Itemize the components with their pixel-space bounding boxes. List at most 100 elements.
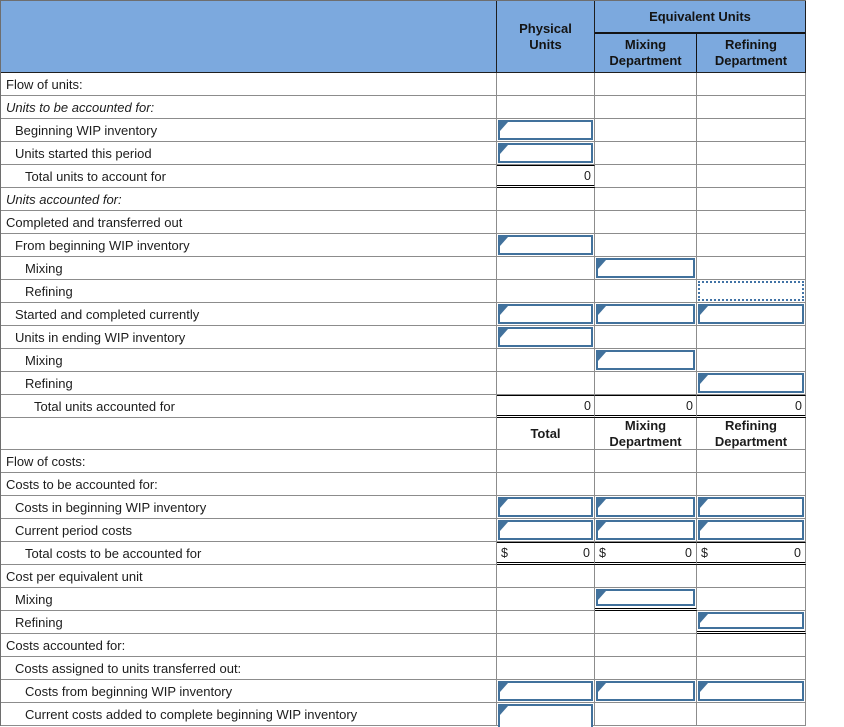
header-mixing-label: Mixing Department bbox=[609, 418, 682, 449]
header-equivalent-units-subrow: Mixing Department Refining Department bbox=[595, 34, 805, 72]
total-value: 0 bbox=[583, 545, 590, 560]
cell-refining bbox=[697, 519, 806, 542]
cell-mixing bbox=[595, 496, 697, 519]
header-mixing-department-2: Mixing Department bbox=[595, 418, 697, 451]
cell-refining bbox=[697, 303, 806, 326]
empty-cell bbox=[697, 703, 806, 726]
input-started-completed-mixing[interactable] bbox=[596, 304, 695, 324]
table-row: Costs to be accounted for: bbox=[1, 473, 806, 496]
cell-physical bbox=[497, 119, 595, 142]
empty-cell bbox=[595, 119, 697, 142]
table-row: Started and completed currently bbox=[1, 303, 806, 326]
input-current-costs-added-total[interactable] bbox=[498, 704, 593, 727]
cell-marker-icon bbox=[500, 306, 508, 315]
header-physical-units: Physical Units bbox=[497, 1, 595, 73]
cell-physical bbox=[497, 142, 595, 165]
table-row: Units to be accounted for: bbox=[1, 96, 806, 119]
header-equivalent-units: Equivalent Units bbox=[595, 1, 805, 34]
input-cto-refining-refining[interactable] bbox=[698, 281, 804, 301]
input-ending-mixing-mixing[interactable] bbox=[596, 350, 695, 370]
input-started-completed-refining[interactable] bbox=[698, 304, 804, 324]
table-row: Cost per equivalent unit bbox=[1, 565, 806, 588]
table-row: Mixing bbox=[1, 349, 806, 372]
table-row: Total units to account for 0 bbox=[1, 165, 806, 188]
input-ending-wip-physical[interactable] bbox=[498, 327, 593, 347]
table-row: Mixing bbox=[1, 257, 806, 280]
empty-cell bbox=[697, 142, 806, 165]
empty-cell bbox=[697, 257, 806, 280]
row-label-flow-of-costs: Flow of costs: bbox=[1, 450, 497, 473]
table-row: Current costs added to complete beginnin… bbox=[1, 703, 806, 727]
empty-cell bbox=[697, 588, 806, 611]
header-refining-department-2: Refining Department bbox=[697, 418, 806, 451]
table-row: Costs in beginning WIP inventory bbox=[1, 496, 806, 519]
cell-marker-icon bbox=[598, 499, 606, 508]
cell-marker-icon bbox=[598, 591, 606, 600]
row-label-started-completed: Started and completed currently bbox=[1, 303, 497, 326]
empty-cell bbox=[697, 96, 806, 119]
currency-symbol: $ bbox=[501, 545, 508, 560]
total-value: 0 bbox=[584, 168, 591, 183]
input-costs-beginning-wip-refining[interactable] bbox=[698, 497, 804, 517]
currency-symbol: $ bbox=[701, 545, 708, 560]
input-costs-beginning-wip-total[interactable] bbox=[498, 497, 593, 517]
cell-marker-icon bbox=[598, 260, 606, 269]
total-costs-mixing-value: $0 bbox=[595, 542, 697, 565]
table-row: Flow of costs: bbox=[1, 450, 806, 473]
table-row: Costs accounted for: bbox=[1, 634, 806, 657]
empty-cell bbox=[697, 165, 806, 188]
input-costs-from-beginning-wip-refining[interactable] bbox=[698, 681, 804, 701]
cell-refining bbox=[697, 496, 806, 519]
empty-cell bbox=[697, 349, 806, 372]
input-cpeu-refining-refining[interactable] bbox=[698, 612, 804, 629]
table-row: Units in ending WIP inventory bbox=[1, 326, 806, 349]
row-label-ending-mixing: Mixing bbox=[1, 349, 497, 372]
input-from-beginning-wip-physical[interactable] bbox=[498, 235, 593, 255]
input-ending-refining-refining[interactable] bbox=[698, 373, 804, 393]
row-label-costs-from-beginning-wip: Costs from beginning WIP inventory bbox=[1, 680, 497, 703]
cell-mixing bbox=[595, 257, 697, 280]
input-current-period-costs-total[interactable] bbox=[498, 520, 593, 540]
input-beginning-wip-physical[interactable] bbox=[498, 120, 593, 140]
row-label-ending-wip: Units in ending WIP inventory bbox=[1, 326, 497, 349]
input-current-period-costs-refining[interactable] bbox=[698, 520, 804, 540]
table-row: Completed and transferred out bbox=[1, 211, 806, 234]
input-cto-mixing-mixing[interactable] bbox=[596, 258, 695, 278]
empty-cell bbox=[497, 188, 595, 211]
empty-cell bbox=[595, 73, 697, 96]
empty-cell bbox=[497, 257, 595, 280]
empty-cell bbox=[697, 211, 806, 234]
cell-total bbox=[497, 496, 595, 519]
cell-mixing bbox=[595, 303, 697, 326]
input-costs-from-beginning-wip-mixing[interactable] bbox=[596, 681, 695, 701]
table-row: Total units accounted for 0 0 0 bbox=[1, 395, 806, 418]
row-label-units-started: Units started this period bbox=[1, 142, 497, 165]
cell-refining bbox=[697, 280, 806, 303]
cell-marker-icon bbox=[500, 237, 508, 246]
empty-cell bbox=[595, 372, 697, 395]
empty-cell bbox=[497, 349, 595, 372]
empty-cell bbox=[497, 372, 595, 395]
cell-marker-icon bbox=[500, 706, 508, 715]
header-refining-label: Refining Department bbox=[714, 37, 788, 68]
cell-total bbox=[497, 519, 595, 542]
cell-physical bbox=[497, 303, 595, 326]
input-started-completed-physical[interactable] bbox=[498, 304, 593, 324]
cell-physical bbox=[497, 326, 595, 349]
row-label-costs-beginning-wip: Costs in beginning WIP inventory bbox=[1, 496, 497, 519]
empty-cell bbox=[595, 211, 697, 234]
input-units-started-physical[interactable] bbox=[498, 143, 593, 163]
table-row: Refining bbox=[1, 372, 806, 395]
row-label-cost-per-eu: Cost per equivalent unit bbox=[1, 565, 497, 588]
cell-physical bbox=[497, 234, 595, 257]
cell-marker-icon bbox=[598, 306, 606, 315]
input-costs-beginning-wip-mixing[interactable] bbox=[596, 497, 695, 517]
input-current-period-costs-mixing[interactable] bbox=[596, 520, 695, 540]
table-row: From beginning WIP inventory bbox=[1, 234, 806, 257]
input-costs-from-beginning-wip-total[interactable] bbox=[498, 681, 593, 701]
cell-marker-icon bbox=[500, 145, 508, 154]
cell-refining bbox=[697, 680, 806, 703]
empty-cell bbox=[595, 611, 697, 634]
input-cpeu-mixing-mixing[interactable] bbox=[596, 589, 695, 606]
row-label-total-units-to-account-for: Total units to account for bbox=[1, 165, 497, 188]
